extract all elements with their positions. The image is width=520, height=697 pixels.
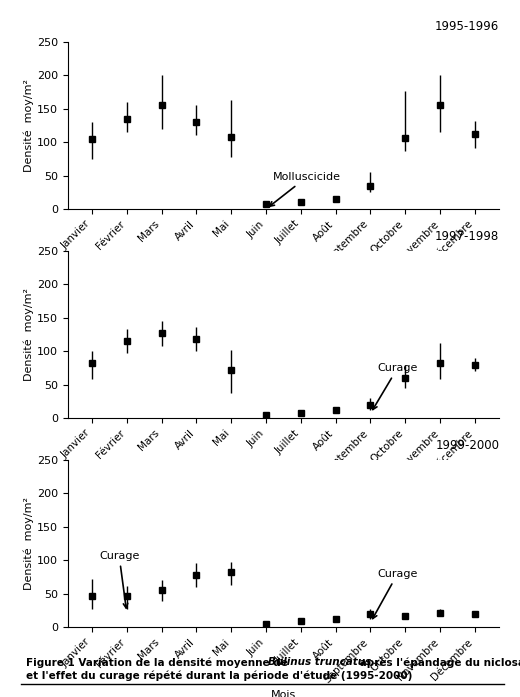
Text: Molluscicide: Molluscicide (270, 172, 341, 206)
Y-axis label: Densité  moy/m²: Densité moy/m² (23, 288, 34, 381)
Text: 1995-1996: 1995-1996 (435, 20, 499, 33)
Y-axis label: Densité  moy/m²: Densité moy/m² (23, 497, 34, 590)
X-axis label: Mois: Mois (271, 481, 296, 491)
Text: Figure 1 Variation de la densité moyenne de: Figure 1 Variation de la densité moyenne… (26, 657, 292, 668)
Y-axis label: Densité  moy/m²: Densité moy/m² (23, 79, 34, 172)
X-axis label: Mois: Mois (271, 272, 296, 282)
Text: Curage: Curage (373, 363, 418, 410)
Text: Molluscicide: Molluscicide (0, 696, 1, 697)
Text: après l'épandage du niclosamide: après l'épandage du niclosamide (356, 657, 520, 668)
X-axis label: Mois: Mois (271, 690, 296, 697)
Text: 1997-1998: 1997-1998 (435, 229, 499, 243)
Text: Molluscicide: Molluscicide (0, 696, 1, 697)
Text: 1999-2000: 1999-2000 (435, 438, 499, 452)
Text: Curage: Curage (373, 569, 418, 618)
Text: et l'effet du curage répété durant la période d'étude (1995-2000): et l'effet du curage répété durant la pé… (26, 671, 412, 681)
Text: Bulinus truncatus: Bulinus truncatus (268, 657, 371, 667)
Text: Curage: Curage (99, 551, 139, 608)
